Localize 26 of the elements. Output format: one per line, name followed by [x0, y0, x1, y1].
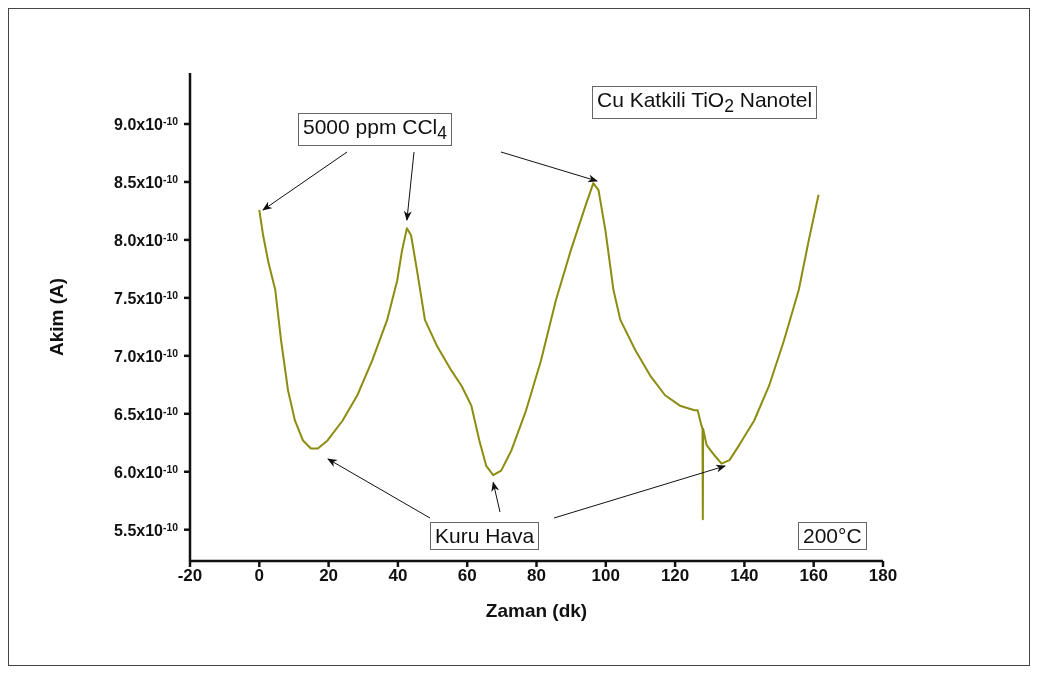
x-tick-label: 120: [660, 566, 690, 586]
annotation: 5000 ppm CCl$_{4}$: [298, 113, 452, 147]
x-tick-label: 0: [254, 566, 265, 586]
y-tick-label: 8.0x10$^{-10}$: [114, 231, 179, 249]
y-tick-label: 9.0x10$^{-10}$: [114, 115, 179, 133]
y-tick-label: 7.5x10$^{-10}$: [114, 289, 179, 307]
x-axis-title: Zaman (dk): [485, 600, 588, 621]
x-tick-label: 180: [868, 566, 898, 586]
annotation: 200°C: [798, 522, 867, 550]
x-tick-label: 40: [388, 566, 408, 586]
y-tick-label: 6.0x10$^{-10}$: [114, 463, 179, 481]
line-series: [258, 182, 820, 521]
annotation: Cu Katkili TiO$_{2}$ Nanotel: [592, 86, 818, 120]
annotation: Kuru Hava: [430, 522, 540, 550]
y-axis-title: Akim (A): [45, 277, 67, 357]
x-tick-label: -20: [177, 566, 203, 586]
x-tick-label: 60: [457, 566, 477, 586]
y-tick-label: 8.5x10$^{-10}$: [114, 173, 179, 191]
x-tick-label: 160: [799, 566, 828, 586]
y-tick-label: 6.5x10$^{-10}$: [114, 405, 179, 423]
x-tick-label: 20: [319, 566, 339, 586]
x-tick-label: 80: [527, 566, 546, 586]
y-tick-label: 7.0x10$^{-10}$: [114, 347, 179, 365]
x-tick-label: 100: [591, 566, 620, 586]
y-tick-label: 5.5x10$^{-10}$: [114, 521, 179, 539]
x-tick-label: 140: [730, 566, 759, 586]
